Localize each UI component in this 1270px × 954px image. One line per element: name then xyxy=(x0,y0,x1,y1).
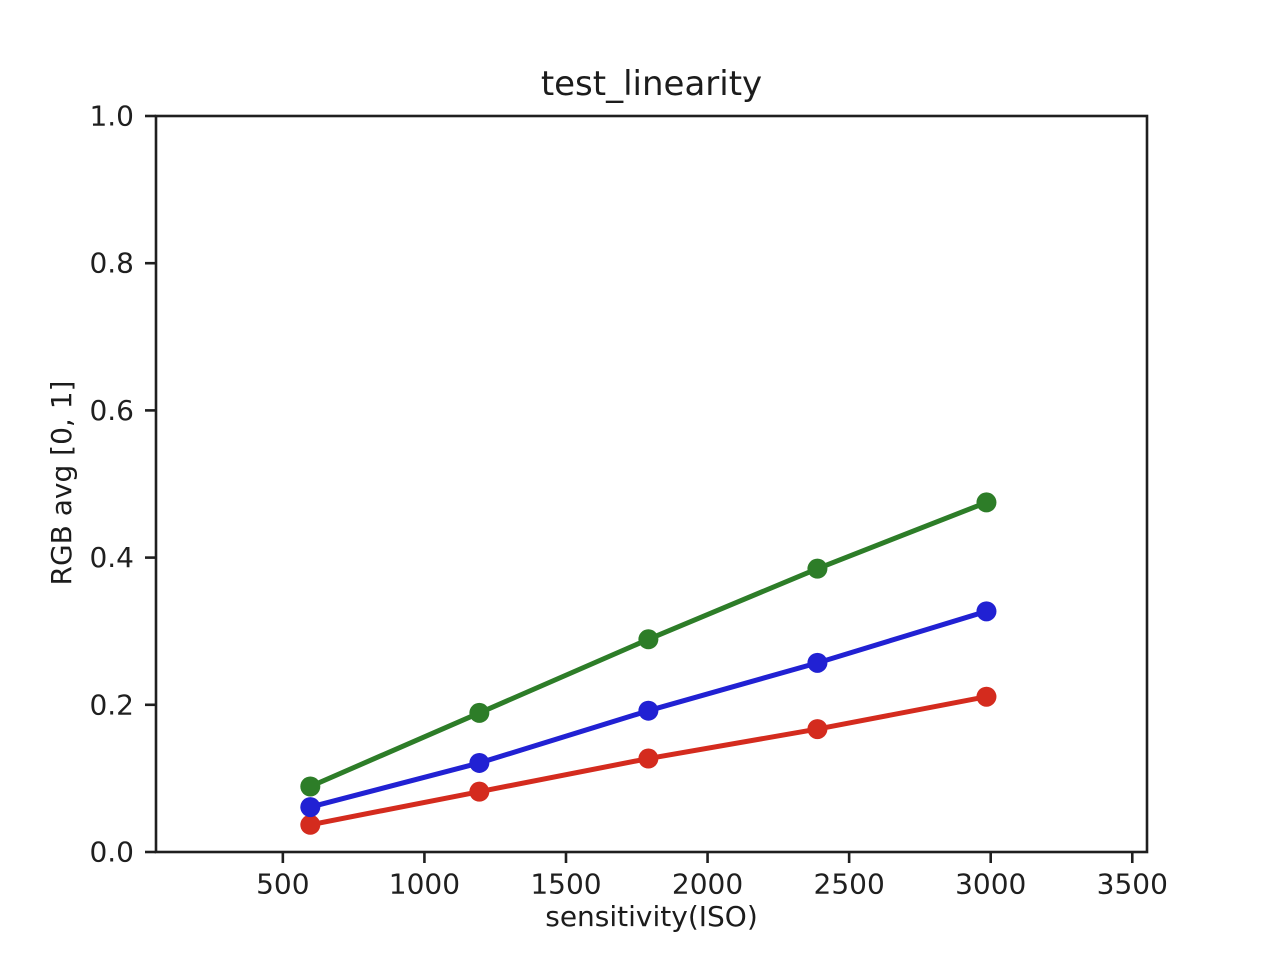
y-tick-label: 0.2 xyxy=(89,688,134,721)
x-tick-label: 1000 xyxy=(389,868,460,901)
data-point-marker xyxy=(300,814,321,835)
data-point-marker xyxy=(469,752,490,773)
y-tick-label: 0.4 xyxy=(89,541,134,574)
x-tick-label: 2000 xyxy=(672,868,743,901)
data-point-marker xyxy=(300,776,321,797)
data-point-marker xyxy=(807,719,828,740)
x-tick-label: 2500 xyxy=(814,868,885,901)
data-point-marker xyxy=(638,700,659,721)
y-axis-label: RGB avg [0, 1] xyxy=(45,380,78,586)
data-point-marker xyxy=(976,601,997,622)
data-point-marker xyxy=(976,492,997,513)
axes: 500 1000 1500 2000 2500 3000 3500 0.0 0.2 0.4 0.6 0… xyxy=(89,100,1167,901)
data-point-marker xyxy=(469,702,490,723)
series-R xyxy=(300,686,997,835)
x-tick-label: 3000 xyxy=(955,868,1026,901)
y-tick-label: 0.0 xyxy=(89,836,134,869)
series-B xyxy=(300,601,997,818)
data-point-marker xyxy=(638,748,659,769)
y-tick-label: 0.6 xyxy=(89,394,134,427)
data-point-marker xyxy=(807,558,828,579)
chart-title: test_linearity xyxy=(540,64,763,104)
data-point-marker xyxy=(638,629,659,650)
x-tick-label: 500 xyxy=(256,868,309,901)
data-point-marker xyxy=(976,686,997,707)
data-point-marker xyxy=(469,781,490,802)
series-G xyxy=(300,492,997,797)
x-tick-label: 1500 xyxy=(530,868,601,901)
x-axis-label: sensitivity(ISO) xyxy=(545,900,758,933)
x-tick-label: 3500 xyxy=(1097,868,1168,901)
axes-spines xyxy=(154,114,1149,854)
y-tick-label: 0.8 xyxy=(89,247,134,280)
data-point-marker xyxy=(300,797,321,818)
y-tick-label: 1.0 xyxy=(89,100,134,133)
data-point-marker xyxy=(807,652,828,673)
